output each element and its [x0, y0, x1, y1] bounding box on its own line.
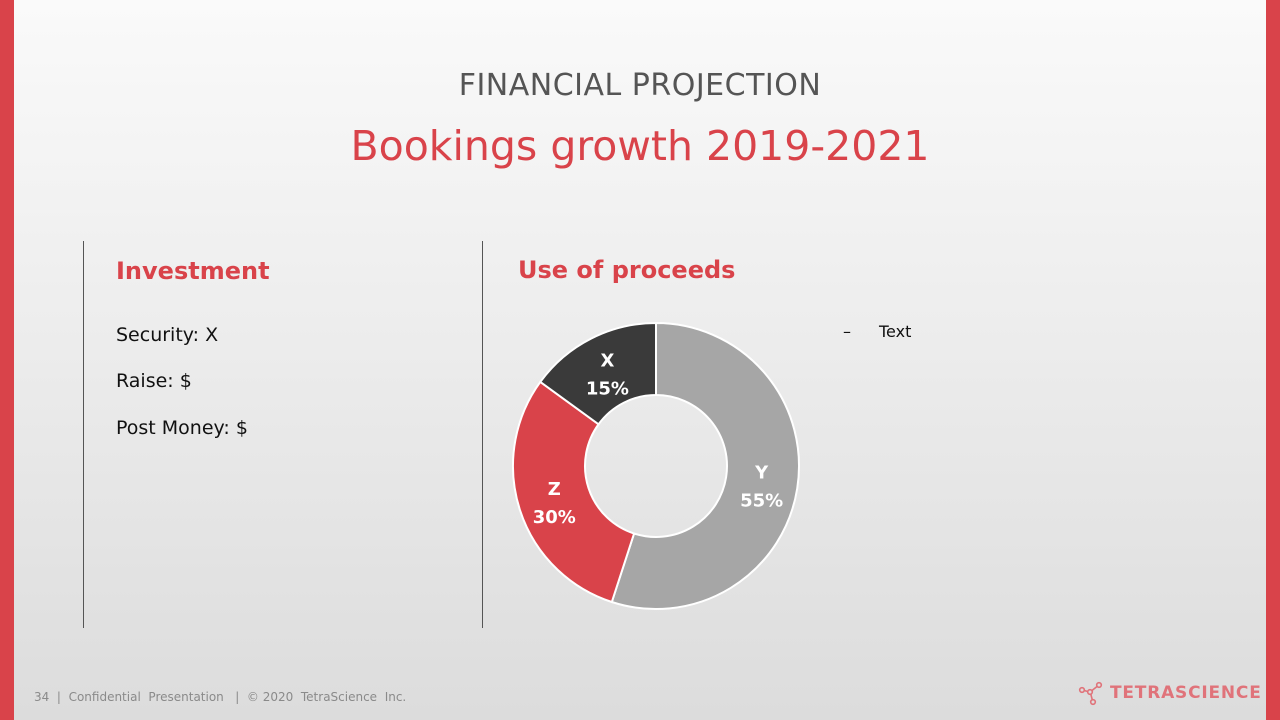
investment-raise: Raise: $ — [116, 370, 192, 392]
brand-wordmark: TETRASCIENCE — [1110, 683, 1262, 703]
legend: – Text — [843, 322, 911, 341]
molecule-logo-icon — [1078, 681, 1103, 706]
donut-label-z: Z 30% — [533, 479, 576, 528]
right-accent-bar — [1266, 0, 1280, 720]
left-divider — [83, 241, 84, 628]
donut-labels: Y 55% Z 30% X 15% — [533, 351, 784, 528]
investment-security: Security: X — [116, 324, 219, 346]
footer-text: 34 | Confidential Presentation | © 2020 … — [34, 690, 407, 704]
slide-title: Bookings growth 2019-2021 — [350, 122, 930, 170]
donut-slice-x — [538, 321, 657, 426]
donut-slices — [512, 321, 800, 610]
donut-label-y: Y 55% — [740, 463, 783, 512]
donut-slice-z — [512, 380, 636, 604]
legend-dash: – — [843, 322, 851, 341]
investment-post-money: Post Money: $ — [116, 417, 248, 439]
proceeds-heading: Use of proceeds — [518, 256, 736, 284]
donut-slice-y — [610, 321, 800, 610]
section-kicker: FINANCIAL PROJECTION — [458, 68, 822, 103]
left-accent-bar — [0, 0, 14, 720]
donut-label-x: X 15% — [586, 351, 629, 400]
use-of-proceeds-donut-chart: Y 55% Z 30% X 15% — [512, 321, 800, 610]
investment-heading: Investment — [116, 257, 270, 285]
middle-divider — [482, 241, 483, 628]
legend-text: Text — [879, 322, 912, 341]
brand-logo: TETRASCIENCE — [1078, 680, 1262, 706]
